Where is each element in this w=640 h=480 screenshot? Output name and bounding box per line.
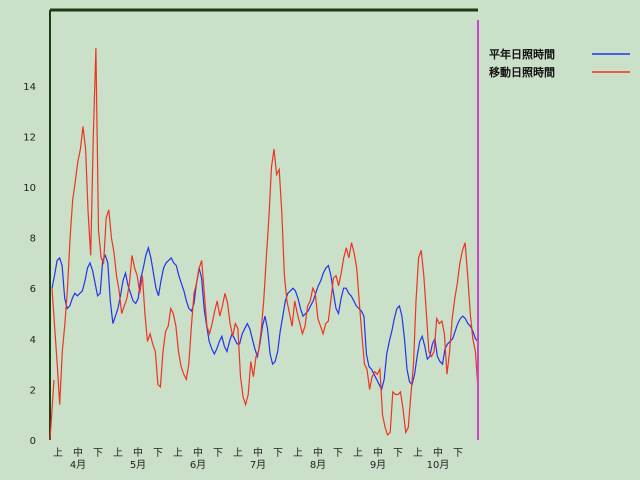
moving-line-start-segment — [49, 379, 55, 441]
x-period-label-1: 中 — [73, 446, 83, 459]
x-period-label-7: 中 — [193, 446, 203, 459]
x-period-label-18: 上 — [413, 447, 423, 459]
x-period-label-15: 上 — [353, 447, 363, 459]
x-period-label-20: 下 — [453, 448, 463, 459]
x-period-label-10: 中 — [253, 446, 263, 459]
x-period-label-4: 中 — [133, 446, 143, 459]
x-axis-ticks: 上中下上中下上中下上中下上中下上中下上中下4月 5月 6月 7月 8月 9月 10月 — [53, 446, 463, 471]
plot-frame — [49, 8, 478, 441]
y-tick-label-3: 6 — [30, 284, 36, 295]
x-month-label-3: 7月 — [250, 459, 266, 471]
y-tick-label-4: 8 — [30, 234, 36, 245]
x-month-label-0: 4月 — [70, 459, 86, 471]
x-period-label-13: 中 — [313, 446, 323, 459]
y-tick-label-1: 2 — [30, 385, 36, 396]
x-month-label-6: 10月 — [427, 459, 450, 471]
x-period-label-14: 下 — [333, 448, 343, 459]
x-period-label-11: 下 — [273, 448, 283, 459]
x-month-label-1: 5月 — [130, 459, 146, 471]
y-tick-label-7: 14 — [23, 82, 36, 93]
x-period-label-5: 下 — [153, 448, 163, 459]
x-month-label-4: 8月 — [310, 459, 326, 471]
x-period-label-12: 上 — [293, 447, 303, 459]
y-tick-label-5: 10 — [23, 183, 36, 194]
x-period-label-0: 上 — [53, 447, 63, 459]
x-period-label-8: 下 — [213, 448, 223, 459]
x-period-label-17: 下 — [393, 448, 403, 459]
y-tick-label-2: 4 — [30, 335, 36, 346]
series-layer — [51, 47, 479, 436]
series-line-0 — [51, 245, 479, 392]
y-axis-ticks: 0 2 4 6 8 10 12 14 — [23, 82, 36, 447]
x-month-label-2: 6月 — [190, 459, 206, 471]
x-period-label-2: 下 — [93, 448, 103, 459]
x-period-label-9: 上 — [233, 447, 243, 459]
x-month-label-5: 9月 — [370, 459, 386, 471]
series-line-1 — [51, 47, 479, 436]
x-period-label-3: 上 — [113, 447, 123, 459]
legend-label-1: 移動日照時間 — [489, 65, 555, 79]
x-period-label-19: 中 — [433, 446, 443, 459]
y-tick-label-0: 0 — [30, 436, 36, 447]
x-period-label-6: 上 — [173, 447, 183, 459]
legend-label-0: 平年日照時間 — [489, 47, 555, 61]
x-period-label-16: 中 — [373, 446, 383, 459]
y-tick-label-6: 12 — [23, 132, 36, 143]
